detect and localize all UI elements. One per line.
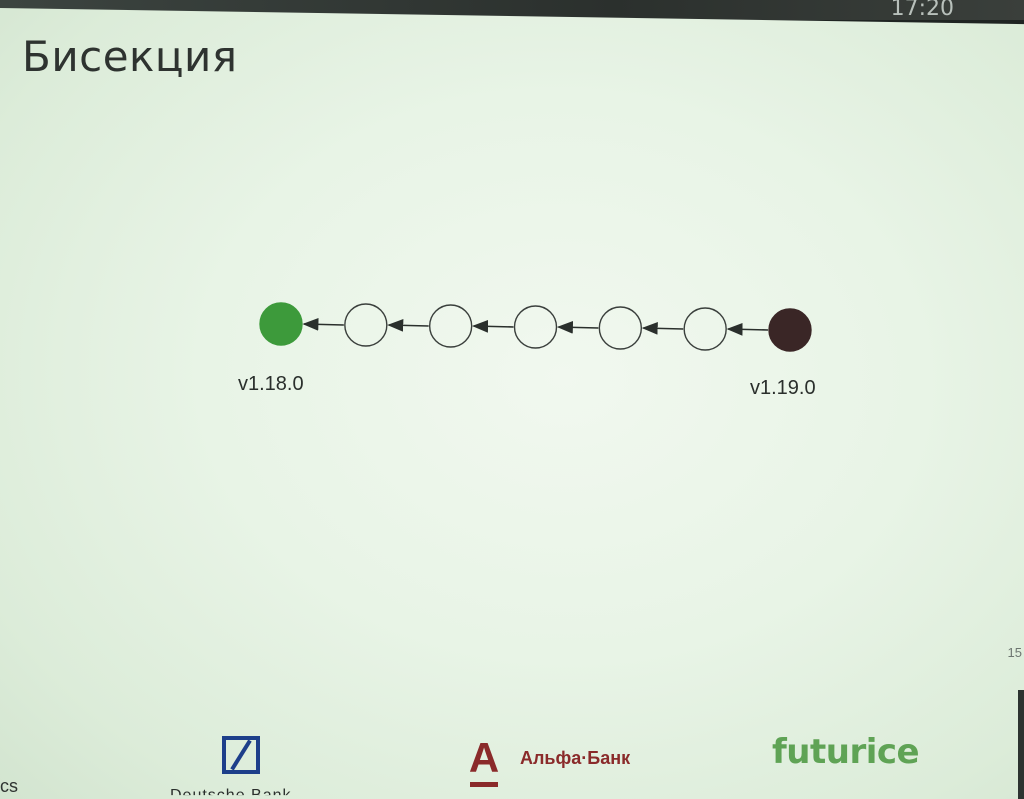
commit-arrow xyxy=(302,317,344,331)
sponsor-partial-text: cs xyxy=(0,776,18,796)
commit-group xyxy=(259,302,812,352)
end-version-label: v1.19.0 xyxy=(750,377,816,399)
alfa-letter: A xyxy=(469,734,499,781)
alfa-underline xyxy=(470,782,498,787)
start-version-label: v1.18.0 xyxy=(238,373,304,395)
deutsche-bank-logo xyxy=(222,736,260,774)
commit-arrow xyxy=(556,320,599,334)
alfa-bank-logo: A xyxy=(469,734,499,787)
deutsche-bank-slash-icon xyxy=(230,739,252,771)
commit-node-untested xyxy=(598,306,643,350)
commit-node-untested xyxy=(513,305,558,349)
arrow-group xyxy=(302,317,769,336)
status-time: 17:20 xyxy=(890,0,954,21)
commit-arrow xyxy=(641,321,684,335)
commit-node-untested xyxy=(683,307,727,351)
commit-node-untested xyxy=(428,304,473,348)
alfa-bank-name: Альфа·Банк xyxy=(520,748,631,768)
futurice-logo-text: futurice xyxy=(772,732,920,772)
commit-node-untested xyxy=(344,303,388,347)
screen-right-edge xyxy=(1018,690,1024,799)
deutsche-bank-name: Deutsche Bank xyxy=(170,787,292,799)
commit-arrow xyxy=(726,322,769,336)
commit-arrow xyxy=(387,318,429,332)
page-number: 15 xyxy=(1007,645,1022,660)
commit-node-bad xyxy=(768,308,812,352)
commit-node-good xyxy=(259,302,303,346)
slide-title: Бисекция xyxy=(22,32,238,81)
commit-arrow xyxy=(472,319,514,333)
